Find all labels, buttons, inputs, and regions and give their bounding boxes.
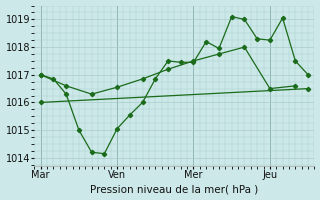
X-axis label: Pression niveau de la mer( hPa ): Pression niveau de la mer( hPa ) (90, 184, 259, 194)
